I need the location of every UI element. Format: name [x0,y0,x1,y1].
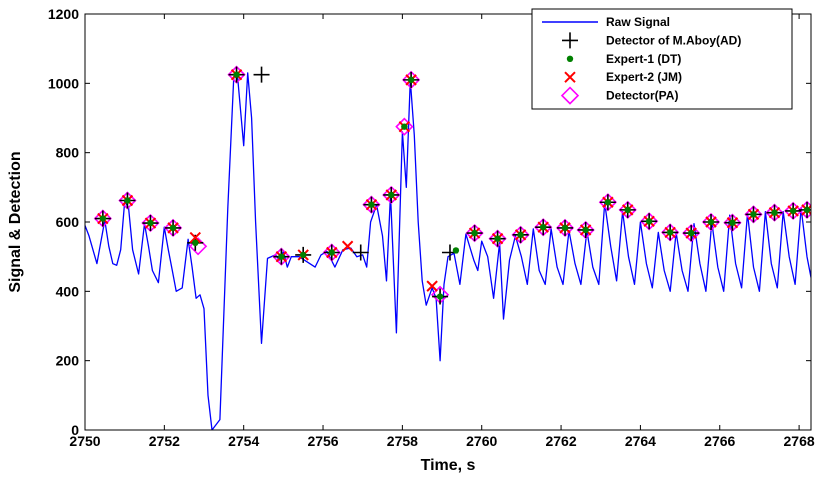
legend-swatch-detector-pa [560,86,580,105]
marker-expert-1-dt [624,206,631,214]
y-tick-label: 1000 [48,75,79,91]
marker-expert-1-dt [803,206,811,214]
y-axis-title: Signal & Detection [7,151,24,292]
marker-expert-1-dt [582,226,589,234]
marker-expert-1-dt [124,197,131,204]
marker-expert-1-dt [169,224,177,232]
marker-expert-1-dt [494,235,501,242]
x-tick-label: 2760 [466,433,497,449]
marker-expert-1-dt [517,231,524,239]
marker-detector-of-m-aboy-ad [253,66,270,83]
marker-detector-pa [797,200,811,219]
marker-detector-of-m-aboy-ad [352,244,369,261]
marker-expert-2-jm [426,280,438,292]
marker-expert-1-dt [604,199,612,206]
marker-detector-pa [640,212,659,231]
marker-expert-1-dt [729,219,736,226]
marker-expert-2-jm [189,231,201,244]
y-tick-label: 1200 [48,6,79,22]
series-line-raw-signal [85,72,811,430]
marker-expert-1-dt [707,218,715,226]
marker-expert-1-dt [407,76,415,84]
x-tick-label: 2750 [69,433,100,449]
marker-expert-1-dt [368,201,375,208]
legend-label-raw-signal: Raw Signal [606,15,670,29]
marker-expert-1-dt [750,211,757,218]
y-tick-label: 600 [56,214,80,230]
marker-expert-1-dt [388,191,395,199]
marker-expert-1-dt [687,229,695,237]
x-tick-label: 2752 [149,433,180,449]
marker-expert-1-dt [666,229,674,236]
legend-swatch-expert-1-dt [566,55,574,62]
y-tick-label: 800 [56,145,80,161]
legend-label-detector-of-m-aboy-ad: Detector of M.Aboy(AD) [606,33,741,47]
marker-expert-1-dt [540,224,547,231]
x-tick-label: 2754 [228,433,259,449]
legend: Raw Signal Detector of M.Aboy(AD) Expert-1… [531,8,793,110]
marker-expert-1-dt [436,293,444,300]
x-tick-label: 2764 [625,433,656,449]
marker-detector-pa [511,225,530,244]
marker-expert-1-dt [328,249,335,256]
x-tick-label: 2766 [704,433,735,449]
marker-detector-pa [322,243,341,262]
marker-detector-pa [401,70,421,89]
marker-expert-1-dt [789,207,797,215]
marker-expert-1-dt [561,224,569,232]
marker-expert-1-dt [771,209,778,216]
x-tick-label: 2768 [784,433,815,449]
marker-expert-2-jm [341,240,354,252]
marker-expert-1-dt [299,251,307,259]
plot-marks [85,65,811,430]
marker-expert-1-dt [452,247,460,254]
marker-detector-pa [227,65,246,84]
legend-swatch-detector-of-m-aboy-ad [562,32,578,49]
marker-detector-pa [395,117,414,136]
x-tick-label: 2762 [545,433,576,449]
x-axis-title: Time, s [421,457,476,474]
legend-label-detector-pa: Detector(PA) [606,89,678,103]
y-tick-label: 200 [56,353,80,369]
marker-detector-pa [118,191,137,210]
y-tick-label: 400 [56,283,80,299]
marker-expert-1-dt [192,239,199,246]
marker-detector-pa [618,200,637,219]
marker-expert-1-dt [233,71,240,78]
marker-expert-1-dt [645,218,653,225]
y-tick-label: 0 [71,422,79,438]
legend-label-expert-1-dt: Expert-1 (DT) [606,52,681,66]
x-tick-label: 2758 [387,433,418,449]
marker-detector-pa [272,247,291,266]
marker-expert-1-dt [401,123,408,130]
marker-expert-1-dt [278,253,285,260]
marker-expert-1-dt [99,215,107,222]
marker-expert-1-dt [471,229,478,237]
x-tick-label: 2756 [307,433,338,449]
marker-expert-1-dt [147,219,154,227]
legend-swatch-expert-2-jm [564,71,576,83]
marker-detector-pa [784,201,803,221]
legend-label-expert-2-jm: Expert-2 (JM) [606,70,682,84]
marker-detector-pa [362,195,381,214]
